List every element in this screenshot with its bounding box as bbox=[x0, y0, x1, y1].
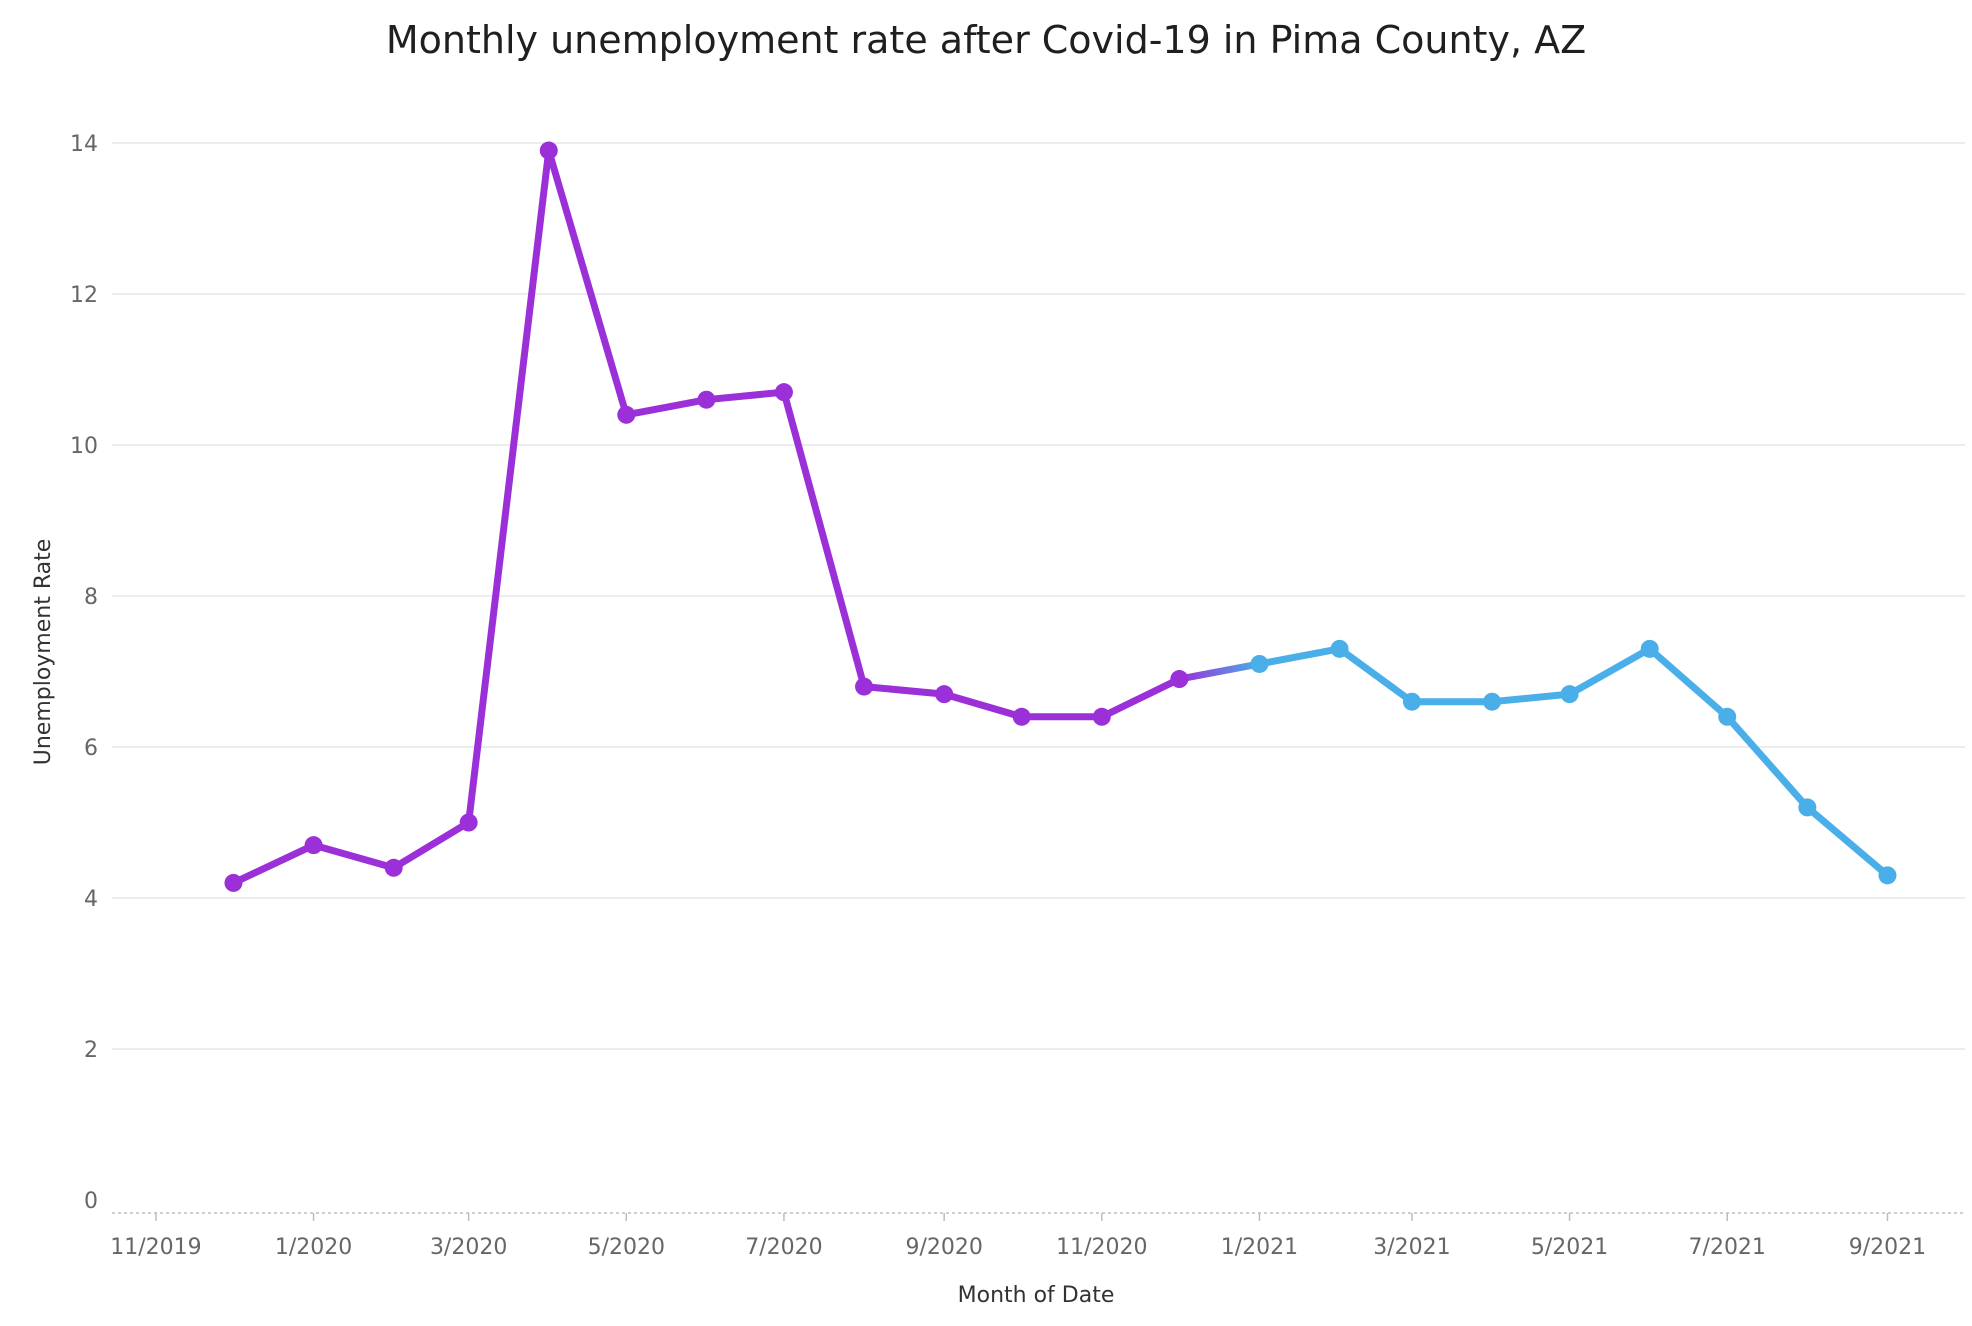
data-point[interactable] bbox=[1250, 654, 1269, 673]
line-segment bbox=[1803, 803, 1891, 879]
series-points bbox=[224, 141, 1897, 892]
data-point[interactable] bbox=[1798, 798, 1817, 817]
y-tick-label: 6 bbox=[84, 736, 98, 761]
line-segment bbox=[465, 147, 553, 826]
line-segment bbox=[940, 690, 1026, 721]
chart-title: Monthly unemployment rate after Covid-19… bbox=[385, 18, 1587, 62]
y-tick-label: 14 bbox=[70, 132, 98, 157]
data-point[interactable] bbox=[1878, 866, 1897, 885]
series-line bbox=[229, 147, 1891, 887]
x-tick-label: 3/2020 bbox=[430, 1235, 507, 1260]
x-tick-label: 7/2021 bbox=[1689, 1235, 1766, 1260]
x-tick-label: 1/2021 bbox=[1221, 1235, 1298, 1260]
line-segment bbox=[860, 683, 948, 698]
data-point[interactable] bbox=[1718, 707, 1737, 726]
data-point[interactable] bbox=[304, 836, 323, 855]
y-tick-label: 10 bbox=[70, 434, 98, 459]
y-tick-label: 12 bbox=[70, 283, 98, 308]
data-point[interactable] bbox=[384, 858, 403, 877]
line-segment bbox=[1175, 660, 1263, 683]
line-segment bbox=[1098, 675, 1183, 721]
gridlines bbox=[112, 142, 1965, 1050]
x-tick-label: 11/2020 bbox=[1056, 1235, 1147, 1260]
x-tick-label: 5/2021 bbox=[1531, 1235, 1608, 1260]
x-tick-label: 3/2021 bbox=[1373, 1235, 1450, 1260]
x-tick-label: 11/2019 bbox=[110, 1235, 201, 1260]
line-segment bbox=[780, 388, 868, 691]
line-segment bbox=[390, 819, 473, 872]
axes: 0 2 4 6 8 10 12 14 11/2019 1/2020 3/2020 5/2020 7/20… bbox=[70, 132, 1965, 1260]
data-point[interactable] bbox=[539, 141, 558, 160]
line-segment bbox=[1646, 645, 1731, 721]
data-point[interactable] bbox=[1092, 707, 1111, 726]
y-tick-label: 4 bbox=[84, 887, 98, 912]
x-tick-label: 7/2020 bbox=[745, 1235, 822, 1260]
x-axis-title: Month of Date bbox=[958, 1283, 1115, 1308]
x-tick-label: 9/2021 bbox=[1849, 1235, 1926, 1260]
line-segment bbox=[1488, 690, 1574, 706]
data-point[interactable] bbox=[1170, 670, 1189, 689]
line-segment bbox=[1723, 713, 1811, 811]
data-point[interactable] bbox=[855, 677, 874, 696]
y-axis-title: Unemployment Rate bbox=[31, 539, 56, 766]
x-tick-label: 9/2020 bbox=[905, 1235, 982, 1260]
line-segment bbox=[702, 388, 788, 404]
data-point[interactable] bbox=[617, 405, 636, 424]
data-point[interactable] bbox=[224, 873, 243, 892]
line-segment bbox=[1336, 645, 1416, 706]
line-segment bbox=[229, 841, 318, 887]
data-point[interactable] bbox=[459, 813, 478, 832]
line-segment bbox=[545, 147, 630, 419]
data-point[interactable] bbox=[697, 390, 716, 409]
data-point[interactable] bbox=[1402, 692, 1421, 711]
line-segment bbox=[1255, 645, 1344, 668]
data-point[interactable] bbox=[1640, 639, 1659, 658]
y-tick-label: 2 bbox=[84, 1038, 98, 1063]
data-point[interactable] bbox=[1330, 639, 1349, 658]
line-segment bbox=[622, 396, 710, 419]
data-point[interactable] bbox=[935, 685, 954, 704]
data-point[interactable] bbox=[1560, 685, 1579, 704]
data-point[interactable] bbox=[774, 383, 793, 402]
x-tick-label: 1/2020 bbox=[275, 1235, 352, 1260]
y-tick-label: 0 bbox=[84, 1189, 98, 1214]
line-segment bbox=[1566, 645, 1654, 698]
line-segment bbox=[310, 841, 398, 872]
y-tick-label: 8 bbox=[84, 585, 98, 610]
x-tick-label: 5/2020 bbox=[588, 1235, 665, 1260]
data-point[interactable] bbox=[1483, 692, 1502, 711]
data-point[interactable] bbox=[1012, 707, 1031, 726]
